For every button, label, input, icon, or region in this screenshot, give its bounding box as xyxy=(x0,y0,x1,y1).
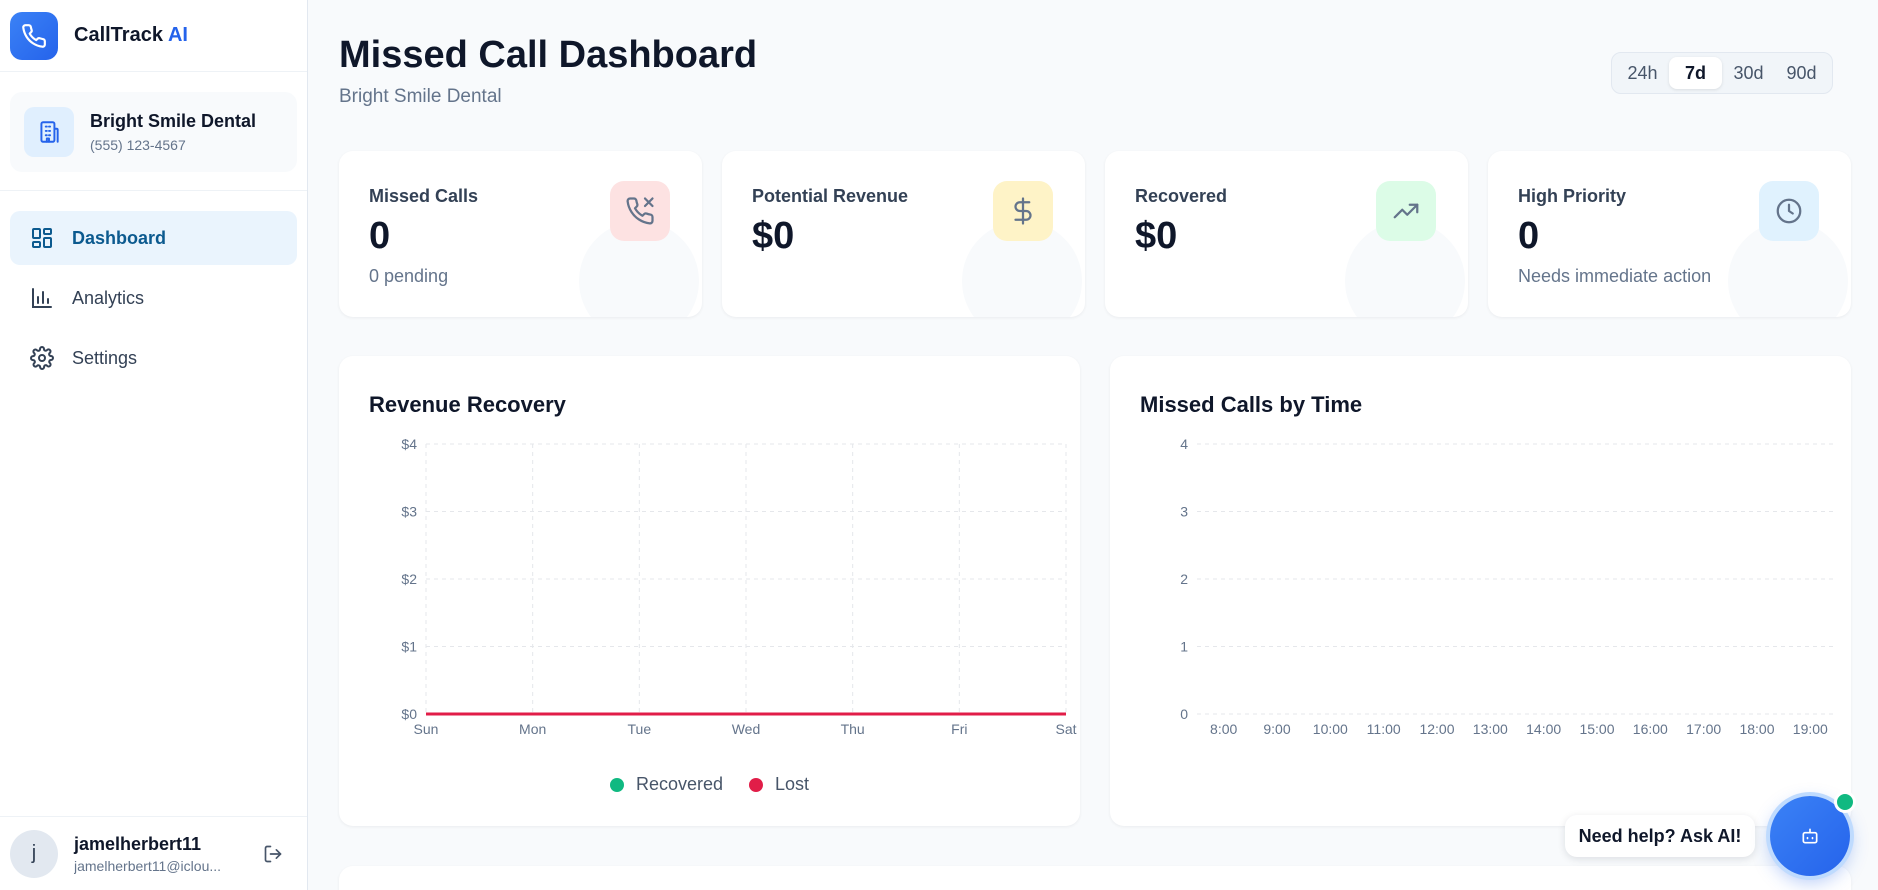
y-tick-label: 0 xyxy=(1180,706,1188,722)
brand-suffix: AI xyxy=(167,24,188,46)
stat-card-potential-revenue: Potential Revenue $0 xyxy=(722,151,1085,317)
sidebar-item-settings[interactable]: Settings xyxy=(10,331,297,385)
legend-label: Lost xyxy=(775,774,810,794)
practice-card[interactable]: Bright Smile Dental (555) 123-4567 xyxy=(10,92,297,172)
online-status-dot xyxy=(1834,791,1856,813)
logout-icon xyxy=(264,845,282,862)
sidebar-item-analytics[interactable]: Analytics xyxy=(10,271,297,325)
page-subtitle: Bright Smile Dental xyxy=(339,86,502,107)
stat-label: Potential Revenue xyxy=(752,186,909,206)
stat-note: Needs immediate action xyxy=(1518,266,1712,286)
stat-label: High Priority xyxy=(1518,186,1627,206)
sidebar: CallTrack AI Bright Smile Dental (555) 12… xyxy=(0,0,308,890)
stat-note: 0 pending xyxy=(369,266,449,286)
stat-value: $0 xyxy=(1135,215,1178,257)
legend-label: Recovered xyxy=(635,774,723,794)
logout-button[interactable] xyxy=(258,839,288,869)
user-email: jamelherbert11@iclou... xyxy=(74,857,222,874)
x-tick-label: 15:00 xyxy=(1579,721,1614,737)
stat-card-high-priority: High Priority 0 Needs immediate action xyxy=(1488,151,1851,317)
robot-icon xyxy=(1802,828,1818,844)
x-tick-label: 16:00 xyxy=(1633,721,1668,737)
x-tick-label: Sat xyxy=(1055,721,1076,737)
practice-name: Bright Smile Dental xyxy=(90,111,257,131)
building-icon xyxy=(24,107,74,157)
time-range-selector: 24h 7d 30d 90d xyxy=(1611,52,1833,94)
legend-dot xyxy=(609,777,624,792)
y-tick-label: $4 xyxy=(401,436,417,452)
phone-logo-icon xyxy=(10,11,58,60)
revenue-recovery-card: $0 $1 $2 $3 $4 Sun Mon Tue Wed Thu Fri Sat Revenue … xyxy=(339,356,1080,826)
x-tick-label: Wed xyxy=(732,721,761,737)
main-content: Missed Call Dashboard Bright Smile Denta… xyxy=(309,0,1878,890)
x-tick-label: Sun xyxy=(414,721,439,737)
x-tick-label: 13:00 xyxy=(1473,721,1508,737)
gear-icon xyxy=(30,346,54,370)
legend-item-recovered[interactable]: Recovered xyxy=(609,774,723,795)
y-tick-label: 2 xyxy=(1180,571,1188,587)
chart-legend: Recovered Lost xyxy=(339,774,1080,795)
user-profile: j jamelherbert11 jamelherbert11@iclou... xyxy=(0,816,307,890)
stat-card-recovered: Recovered $0 xyxy=(1105,151,1468,317)
phone-missed-icon xyxy=(610,181,670,241)
y-tick-label: $1 xyxy=(401,639,417,655)
stat-label: Recovered xyxy=(1135,186,1228,206)
bottom-card xyxy=(339,866,1851,890)
y-tick-label: 4 xyxy=(1180,436,1188,452)
missed-calls-by-time-card: 0 1 2 3 4 8:00 9:00 10:00 11:00 12:00 13:00 14:00 15… xyxy=(1110,356,1851,826)
x-tick-label: 17:00 xyxy=(1686,721,1721,737)
range-option-24h[interactable]: 24h xyxy=(1627,62,1658,83)
range-option-30d[interactable]: 30d xyxy=(1733,62,1764,83)
dashboard-grid-icon xyxy=(32,228,52,248)
missed-calls-by-time-chart: 0 1 2 3 4 8:00 9:00 10:00 11:00 12:00 13:00 14:00 15… xyxy=(1180,436,1837,737)
x-tick-label: 12:00 xyxy=(1419,721,1454,737)
sidebar-item-label: Dashboard xyxy=(72,227,167,248)
ai-help-bubble[interactable]: Need help? Ask AI! xyxy=(1565,815,1755,857)
stat-value: 0 xyxy=(1518,215,1540,257)
x-tick-label: 14:00 xyxy=(1526,721,1561,737)
x-tick-label: 9:00 xyxy=(1263,721,1290,737)
x-tick-label: 10:00 xyxy=(1313,721,1348,737)
trending-up-icon xyxy=(1376,181,1436,241)
revenue-recovery-chart: $0 $1 $2 $3 $4 Sun Mon Tue Wed Thu Fri Sat xyxy=(401,436,1076,737)
bar-chart-icon xyxy=(32,288,52,308)
stat-value: $0 xyxy=(752,215,795,257)
x-tick-label: Fri xyxy=(951,721,967,737)
x-tick-label: 18:00 xyxy=(1739,721,1774,737)
legend-dot xyxy=(749,777,763,792)
dollar-icon xyxy=(993,181,1053,241)
practice-section: Bright Smile Dental (555) 123-4567 xyxy=(0,72,307,191)
y-tick-label: $0 xyxy=(401,706,417,722)
stat-card-missed-calls: Missed Calls 0 0 pending xyxy=(339,151,702,317)
brand-header: CallTrack AI xyxy=(0,0,307,72)
sidebar-item-label: Analytics xyxy=(72,287,145,308)
y-tick-label: 1 xyxy=(1180,639,1188,655)
x-tick-label: 19:00 xyxy=(1793,721,1828,737)
x-tick-label: Tue xyxy=(628,721,652,737)
sidebar-nav: Dashboard Analytics Settings xyxy=(0,191,307,411)
y-tick-label: $3 xyxy=(401,504,417,520)
x-tick-label: Thu xyxy=(841,721,865,737)
sidebar-item-label: Settings xyxy=(72,347,138,368)
y-tick-label: 3 xyxy=(1180,504,1188,520)
x-tick-label: 11:00 xyxy=(1367,721,1401,737)
chart-title: Revenue Recovery xyxy=(369,392,566,417)
range-option-90d[interactable]: 90d xyxy=(1786,62,1817,83)
x-tick-label: 8:00 xyxy=(1210,721,1237,737)
practice-phone: (555) 123-4567 xyxy=(90,137,186,153)
chart-title: Missed Calls by Time xyxy=(1140,392,1363,417)
sidebar-item-dashboard[interactable]: Dashboard xyxy=(10,211,297,265)
range-option-7d[interactable]: 7d xyxy=(1669,57,1722,89)
avatar[interactable]: j xyxy=(10,829,58,878)
y-tick-label: $2 xyxy=(401,571,417,587)
clock-icon xyxy=(1759,181,1819,241)
page-title: Missed Call Dashboard xyxy=(339,34,758,76)
x-tick-label: Mon xyxy=(519,721,546,737)
stat-label: Missed Calls xyxy=(369,186,479,206)
legend-item-lost[interactable]: Lost xyxy=(749,774,809,795)
user-name: jamelherbert11 xyxy=(74,833,202,854)
brand-name-text: CallTrack xyxy=(74,24,163,46)
stat-value: 0 xyxy=(369,215,391,257)
brand-name: CallTrack AI xyxy=(74,24,188,47)
